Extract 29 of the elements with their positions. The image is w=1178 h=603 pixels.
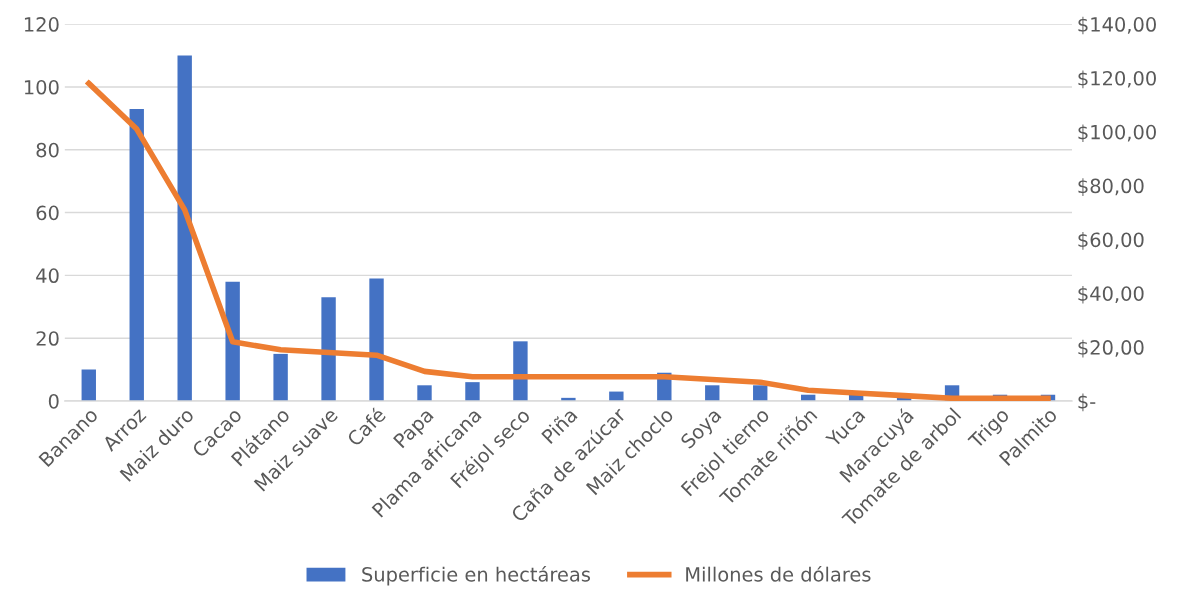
y-tick-label: 0	[48, 393, 59, 409]
bar	[369, 278, 384, 401]
y2-tick-label: $120,00	[1078, 70, 1156, 89]
y-tick-label: 40	[36, 268, 59, 284]
y2-tick-label: $140,00	[1078, 16, 1156, 35]
y2-tick-label: $60,00	[1078, 232, 1144, 250]
y-tick-label: 80	[36, 142, 59, 158]
legend-label: Superficie en hectáreas	[362, 565, 591, 586]
bar	[513, 341, 528, 401]
legend-label: Millones de dólares	[686, 565, 871, 582]
y-tick-label: 100	[24, 79, 59, 95]
bar	[225, 281, 240, 401]
y2-tick-label: $-	[1078, 393, 1096, 412]
y-tick-label: 20	[36, 331, 59, 346]
y-tick-label: 120	[24, 17, 59, 32]
bar	[417, 385, 432, 401]
y2-tick-label: $100,00	[1078, 124, 1156, 143]
y2-tick-label: $40,00	[1078, 285, 1144, 304]
bar	[705, 385, 720, 401]
bar	[273, 353, 288, 401]
bar	[465, 382, 480, 401]
bar	[321, 297, 336, 401]
y-tick-label: 60	[36, 205, 59, 221]
bar	[753, 385, 768, 401]
bar	[129, 108, 144, 401]
bar	[81, 369, 96, 401]
y2-tick-label: $80,00	[1078, 178, 1144, 196]
bar	[177, 55, 192, 401]
y2-tick-label: $20,00	[1078, 339, 1144, 358]
